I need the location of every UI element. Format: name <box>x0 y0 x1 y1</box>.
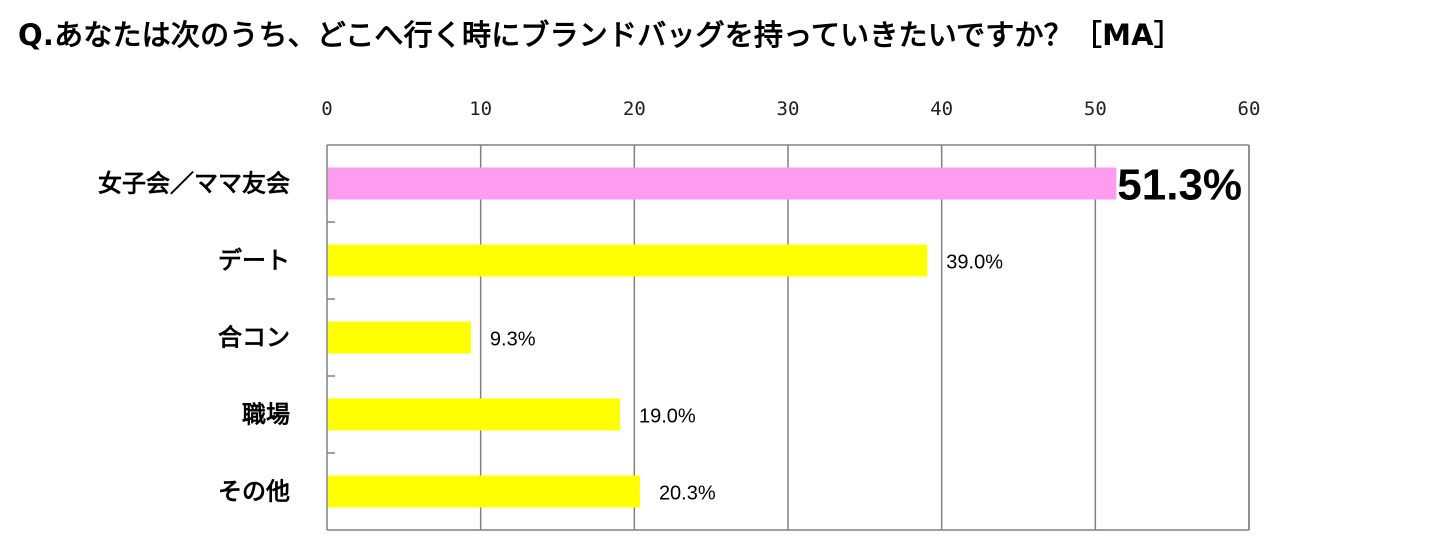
category-label: 女子会／ママ友会 <box>98 170 290 198</box>
category-label: その他 <box>218 478 290 506</box>
bar <box>328 167 1117 200</box>
bar <box>328 398 620 431</box>
data-label: 39.0% <box>946 252 1003 274</box>
x-tick-label: 40 <box>930 98 953 120</box>
bar <box>328 475 640 508</box>
x-tick-label: 50 <box>1084 98 1107 120</box>
data-label: 9.3% <box>490 329 536 351</box>
x-tick-label: 0 <box>321 98 332 120</box>
category-label: 職場 <box>242 401 290 429</box>
category-label: 合コン <box>218 324 290 352</box>
bar <box>328 321 471 354</box>
x-tick-label: 10 <box>469 98 492 120</box>
data-label: 51.3% <box>1117 161 1242 210</box>
category-label: デート <box>218 247 290 275</box>
x-tick-label: 30 <box>777 98 800 120</box>
page-title: Q.あなたは次のうち、どこへ行く時にブランドバッグを持っていきたいですか？［MA… <box>18 18 1183 52</box>
x-tick-label: 20 <box>623 98 646 120</box>
data-label: 20.3% <box>659 483 716 505</box>
x-tick-label: 60 <box>1238 98 1261 120</box>
bar <box>328 244 928 277</box>
data-label: 19.0% <box>639 406 696 428</box>
